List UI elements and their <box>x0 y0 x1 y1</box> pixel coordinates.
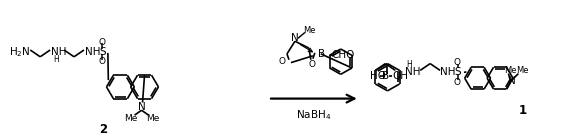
Text: H: H <box>53 55 59 64</box>
Text: NaBH$_4$: NaBH$_4$ <box>296 108 332 122</box>
Text: B: B <box>318 49 325 59</box>
Text: H: H <box>407 60 412 69</box>
Text: Me: Me <box>505 66 517 75</box>
Text: O: O <box>99 38 105 47</box>
Text: 2: 2 <box>100 123 108 136</box>
Text: H$_2$N: H$_2$N <box>9 45 31 59</box>
Text: NH: NH <box>405 67 421 77</box>
Text: NH: NH <box>440 67 456 77</box>
Text: Me: Me <box>303 26 315 35</box>
Text: S: S <box>454 67 460 77</box>
Text: OH: OH <box>392 71 408 81</box>
Text: O: O <box>99 57 105 66</box>
Text: S: S <box>99 47 105 57</box>
Text: O: O <box>454 78 460 87</box>
Text: Me: Me <box>124 114 137 123</box>
Text: $_{2}$: $_{2}$ <box>396 74 402 83</box>
Text: N: N <box>291 33 299 43</box>
Text: Me: Me <box>517 66 529 75</box>
Text: CHO: CHO <box>332 50 355 60</box>
Text: 1: 1 <box>519 104 527 117</box>
Text: B: B <box>382 71 389 81</box>
Text: O: O <box>454 58 460 67</box>
Text: NH: NH <box>51 47 67 57</box>
Text: O: O <box>278 57 286 66</box>
Text: HO: HO <box>370 71 386 81</box>
Text: Me: Me <box>146 114 159 123</box>
Text: N: N <box>138 102 145 112</box>
Text: N: N <box>509 76 516 86</box>
Text: NH: NH <box>85 47 100 57</box>
Text: O: O <box>308 60 315 69</box>
